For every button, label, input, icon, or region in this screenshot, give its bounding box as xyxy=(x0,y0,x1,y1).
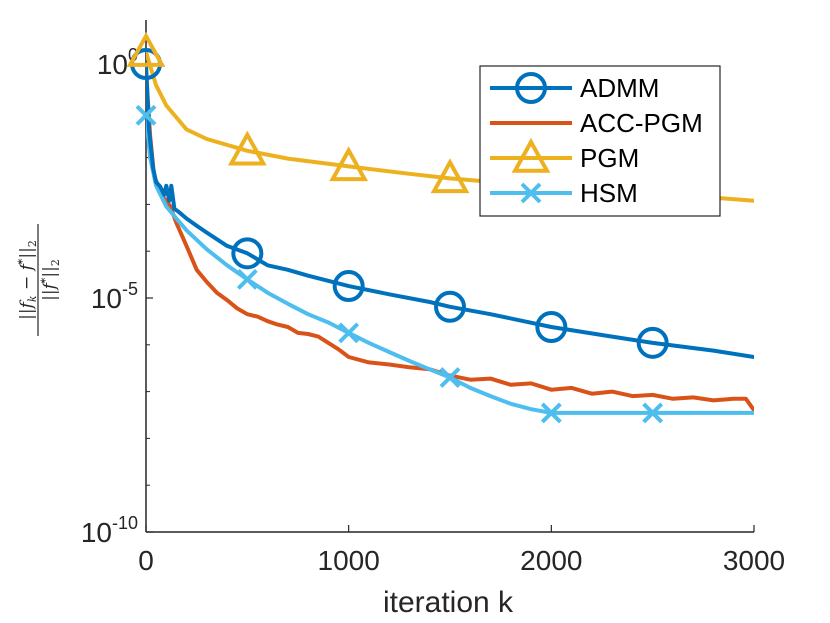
ylabel-den-star: * xyxy=(39,277,52,283)
ylabel-den-f: f xyxy=(40,280,60,291)
legend: ADMM ACC-PGM PGM HSM xyxy=(479,65,721,217)
ylabel-num-right: || xyxy=(17,247,37,258)
ylabel-num-sub: 2 xyxy=(26,240,39,247)
marker-admm xyxy=(434,290,466,323)
x-tick-label: 0 xyxy=(138,545,154,576)
marker-pgm xyxy=(126,31,166,67)
y-axis-label: ||fk − f*||2 ||f*||2 xyxy=(16,224,62,336)
x-axis-label: iteration k xyxy=(383,586,514,619)
svg-text:||fk − f*||2: ||fk − f*||2 xyxy=(16,240,39,320)
y-tick-label: 10-5 xyxy=(91,279,138,314)
ylabel-den-left: || xyxy=(40,289,60,300)
legend-label: PGM xyxy=(580,143,639,173)
x-tick-label: 1000 xyxy=(318,545,380,576)
series-layer xyxy=(146,50,754,415)
marker-hsm xyxy=(338,322,360,344)
ylabel-num-f: f xyxy=(17,299,37,310)
marker-pgm xyxy=(430,158,470,194)
marker-hsm xyxy=(236,268,258,290)
ylabel-num-star: * xyxy=(16,258,29,264)
legend-label: ADMM xyxy=(580,73,659,103)
legend-item-hsm: HSM xyxy=(490,178,638,208)
x-tick-label: 3000 xyxy=(723,545,785,576)
ylabel-num-left: || xyxy=(17,308,37,319)
marker-hsm xyxy=(642,402,664,424)
ylabel-num-minus: − xyxy=(17,270,37,295)
legend-marker xyxy=(520,182,542,204)
marker-hsm xyxy=(135,104,157,126)
ylabel-den-sub: 2 xyxy=(49,259,62,266)
marker-pgm xyxy=(329,146,369,182)
marker-hsm xyxy=(439,367,461,388)
legend-marker xyxy=(515,72,547,104)
ylabel-den-right: || xyxy=(40,266,60,277)
legend-item-pgm: PGM xyxy=(490,137,639,173)
marker-pgm xyxy=(227,130,267,166)
marker-admm xyxy=(535,311,568,344)
marker-hsm xyxy=(540,402,562,424)
x-tick-label: 2000 xyxy=(520,545,582,576)
ylabel-num-fstar: f xyxy=(17,261,37,272)
series-line-admm xyxy=(146,62,754,359)
marker-admm xyxy=(636,326,669,359)
legend-label: HSM xyxy=(580,178,638,208)
y-tick-label: 10-10 xyxy=(81,513,138,548)
legend-item-acc-pgm: ACC-PGM xyxy=(490,108,703,138)
svg-text:||f*||2: ||f*||2 xyxy=(39,259,62,301)
x-ticks: 0 1000 2000 3000 xyxy=(138,525,785,576)
legend-marker xyxy=(511,137,551,173)
legend-label: ACC-PGM xyxy=(580,108,703,138)
series-line-hsm xyxy=(146,113,754,415)
legend-item-admm: ADMM xyxy=(490,72,659,104)
marker-admm xyxy=(332,270,365,303)
marker-admm xyxy=(231,237,264,270)
series-line-acc-pgm xyxy=(146,69,754,413)
ylabel-num-k: k xyxy=(26,295,39,302)
